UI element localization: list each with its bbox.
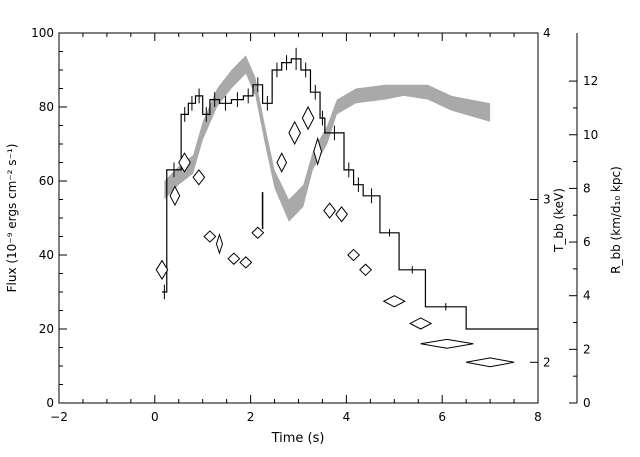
radius-diamond xyxy=(155,259,169,280)
radius-diamond xyxy=(239,256,253,269)
radius-diamond xyxy=(251,226,265,240)
y-axis-label-flux: Flux (10⁻⁹ ergs cm⁻² s⁻¹) xyxy=(5,144,19,293)
y-mid-tick-label: 4 xyxy=(543,26,551,40)
x-tick-label: 2 xyxy=(247,410,255,424)
radius-diamond xyxy=(359,263,373,277)
radius-diamond xyxy=(382,295,406,308)
radius-diamond xyxy=(335,206,348,223)
radius-diamond xyxy=(347,248,361,262)
radius-diamond xyxy=(192,169,206,186)
x-tick-label: 4 xyxy=(343,410,351,424)
radius-diamond xyxy=(288,120,301,146)
y-left-tick-label: 80 xyxy=(39,100,54,114)
radius-diamond xyxy=(203,230,217,243)
radius-diamond xyxy=(420,338,474,349)
radius-diamond xyxy=(409,317,433,330)
y-left-tick-label: 20 xyxy=(39,322,54,336)
x-axis-label: Time (s) xyxy=(271,431,325,446)
y-mid-tick-label: 2 xyxy=(543,355,551,369)
x-tick-label: 0 xyxy=(151,410,159,424)
radius-diamond xyxy=(301,105,315,131)
radius-diamond xyxy=(276,152,288,173)
y-right-tick-label: 0 xyxy=(583,396,591,410)
plot-frame xyxy=(58,32,539,404)
radius-diamond xyxy=(323,202,337,219)
x-tick-label: −2 xyxy=(50,410,68,424)
y-left-tick-label: 60 xyxy=(39,174,54,188)
y-right-tick-label: 12 xyxy=(583,74,598,88)
radius-diamond xyxy=(215,233,223,255)
y-right-tick-label: 6 xyxy=(583,235,591,249)
radius-diamond xyxy=(466,357,515,368)
radius-diamond xyxy=(178,152,191,173)
temperature-band xyxy=(164,55,491,222)
flux-histogram-layer xyxy=(161,47,538,330)
y-axis-label-temperature: T_bb (keV) xyxy=(552,188,566,253)
y-left-tick-label: 40 xyxy=(39,248,54,262)
radius-diamond xyxy=(227,252,241,265)
y-right-tick-label: 10 xyxy=(583,128,598,142)
radius-diamond xyxy=(169,185,181,207)
x-tick-label: 6 xyxy=(438,410,446,424)
y-mid-tick-label: 3 xyxy=(543,193,551,207)
radius-diamonds-layer xyxy=(155,105,515,368)
y-left-tick-label: 0 xyxy=(46,396,54,410)
y-right-tick-label: 8 xyxy=(583,181,591,195)
radius-diamond xyxy=(313,136,323,167)
y-right-tick-label: 2 xyxy=(583,342,591,356)
y-axis-label-radius: R_bb (km/d₁₀ kpc) xyxy=(609,166,623,274)
y-left-tick-label: 100 xyxy=(31,26,54,40)
temperature-band-layer xyxy=(164,55,491,222)
x-tick-label: 8 xyxy=(534,410,542,424)
y-right-tick-label: 4 xyxy=(583,289,591,303)
